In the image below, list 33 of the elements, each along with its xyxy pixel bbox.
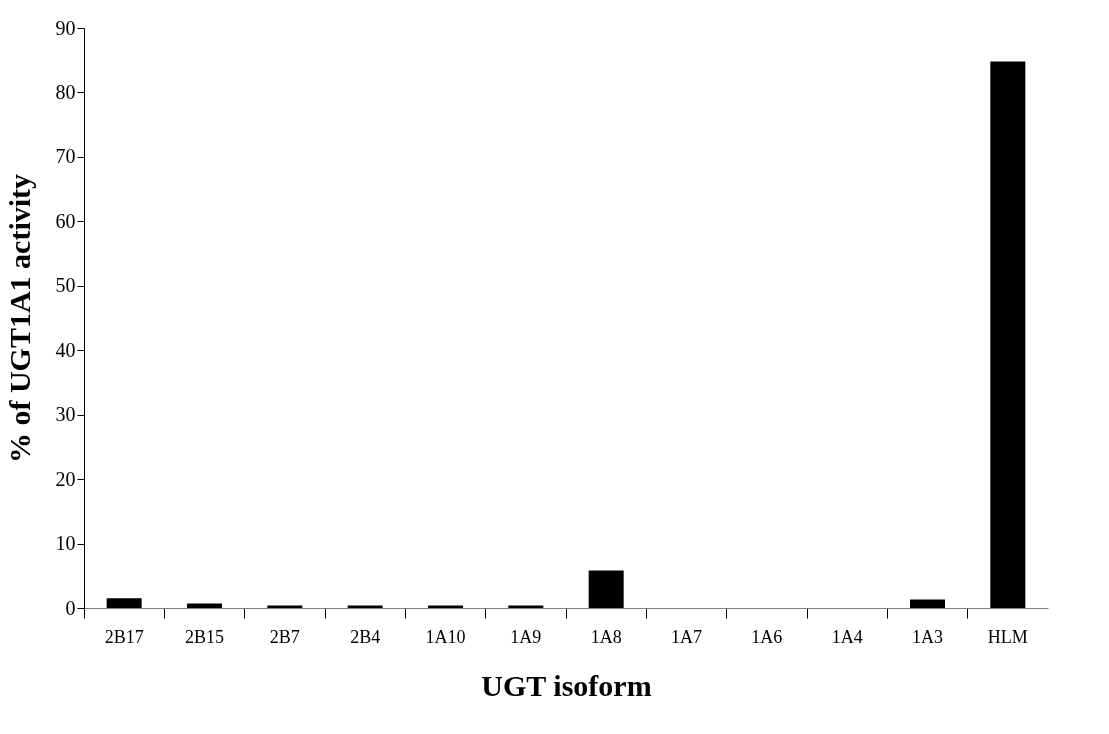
y-tick-label: 30 [55, 403, 76, 426]
y-tick-label: 60 [55, 209, 76, 232]
y-tick-label: 50 [55, 274, 76, 297]
bar [508, 605, 544, 608]
y-axis-title: % of UGT1A1 activity [2, 173, 36, 464]
bar [267, 605, 303, 608]
x-tick-label: 1A4 [831, 626, 863, 647]
bar [990, 61, 1026, 608]
x-tick-label: 1A7 [671, 626, 702, 647]
bar [347, 605, 383, 608]
x-tick-label: HLM [987, 626, 1028, 647]
bar [428, 605, 463, 608]
x-tick-label: 1A6 [751, 626, 783, 647]
y-tick-label: 90 [55, 16, 76, 39]
x-tick-label: 2B7 [269, 626, 300, 647]
x-tick-label: 2B15 [184, 626, 225, 647]
x-tick-label: 1A3 [912, 626, 943, 647]
y-tick-label: 80 [55, 80, 76, 103]
bar [588, 570, 624, 608]
bar [187, 603, 222, 608]
bar [910, 599, 945, 608]
x-tick-label: 2B4 [350, 626, 381, 647]
y-tick-label: 10 [55, 532, 76, 555]
y-tick-label: 70 [55, 145, 76, 168]
bar [106, 598, 142, 608]
x-tick-label: 1A9 [510, 626, 542, 647]
x-axis-title: UGT isoform [481, 668, 652, 702]
x-tick-label: 2B17 [104, 626, 144, 647]
x-tick-label: 1A10 [425, 626, 466, 647]
x-tick-label: 1A8 [590, 626, 622, 647]
y-tick-label: 0 [65, 596, 76, 619]
y-tick-label: 40 [55, 338, 76, 361]
y-tick-label: 20 [55, 467, 76, 490]
